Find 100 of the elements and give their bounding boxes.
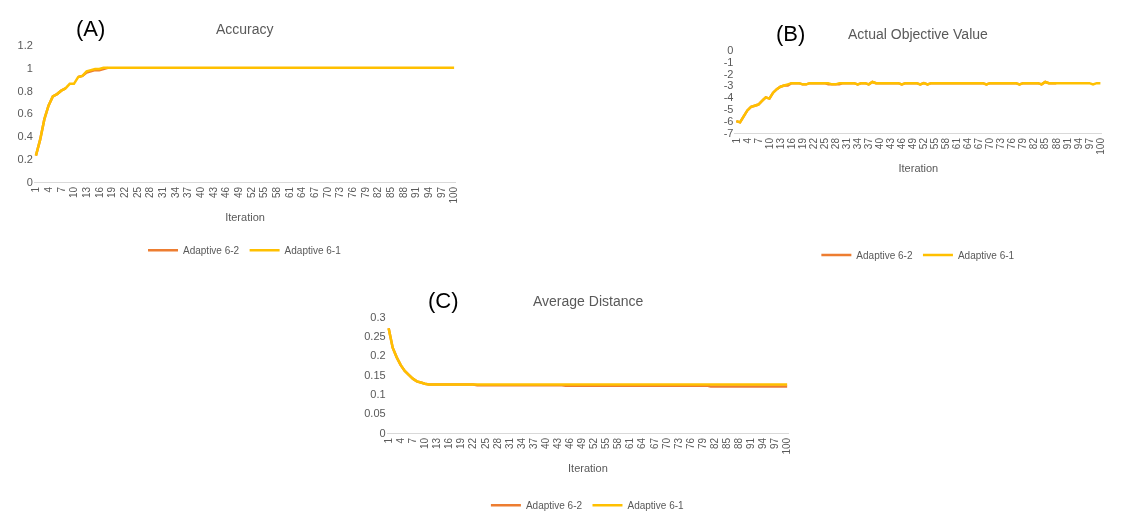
x-tick-label: 79 [1017, 137, 1029, 150]
x-tick-label: 13 [80, 186, 92, 198]
x-tick-label: 73 [995, 137, 1007, 150]
x-axis-title: Iteration [568, 461, 608, 474]
x-tick-label: 97 [1083, 137, 1095, 150]
x-tick-label: 40 [874, 137, 885, 150]
y-tick-label: 0.2 [17, 152, 33, 165]
y-tick-label: 0.6 [17, 107, 33, 120]
x-tick-label: 34 [169, 186, 181, 198]
x-tick-label: 85 [721, 437, 733, 450]
legend-label: Adaptive 6-1 [627, 500, 685, 512]
x-tick-label: 100 [781, 437, 793, 455]
x-tick-label: 4 [394, 437, 406, 444]
x-tick-label: 22 [467, 437, 479, 450]
y-tick-label: 1.2 [17, 38, 33, 51]
x-tick-label: 40 [194, 186, 206, 198]
x-tick-label: 25 [479, 437, 491, 450]
x-tick-label: 16 [93, 186, 105, 198]
x-tick-label: 46 [896, 137, 908, 150]
y-tick-label: 0.1 [370, 388, 386, 401]
x-tick-label: 43 [551, 437, 563, 450]
x-tick-label: 67 [973, 137, 985, 150]
x-tick-label: 94 [1072, 137, 1084, 150]
x-tick-label: 88 [733, 437, 745, 450]
y-tick-label: -1 [723, 55, 734, 68]
x-tick-label: 10 [68, 186, 80, 198]
y-tick-label: 0 [379, 426, 386, 439]
x-tick-label: 52 [588, 437, 600, 450]
x-tick-label: 1 [382, 437, 394, 444]
chart-title: Average Distance [533, 293, 644, 309]
x-tick-label: 16 [443, 437, 455, 450]
x-tick-label: 37 [182, 186, 194, 198]
x-tick-label: 100 [1094, 137, 1106, 155]
x-tick-label: 10 [419, 437, 431, 450]
x-tick-label: 64 [296, 186, 308, 198]
y-tick-label: -7 [723, 126, 734, 139]
x-tick-label: 43 [207, 186, 219, 198]
x-tick-label: 88 [397, 186, 409, 198]
x-tick-label: 91 [745, 437, 757, 450]
x-tick-label: 13 [431, 437, 443, 450]
x-tick-label: 25 [818, 137, 830, 150]
x-tick-label: 40 [539, 437, 551, 450]
x-tick-label: 73 [672, 437, 684, 450]
y-tick-label: 0.25 [364, 329, 386, 342]
x-tick-label: 55 [600, 437, 612, 450]
legend-label: Adaptive 6-2 [525, 500, 583, 512]
x-axis-title: Iteration [225, 210, 265, 223]
x-tick-label: 46 [220, 186, 232, 198]
text: (A) [76, 16, 106, 41]
x-tick-label: 70 [660, 437, 672, 450]
x-tick-label: 82 [372, 186, 384, 198]
x-tick-label: 22 [118, 186, 130, 198]
x-tick-label: 52 [245, 186, 257, 198]
x-tick-label: 82 [1028, 137, 1040, 150]
y-tick-label: 0.15 [364, 368, 386, 381]
y-tick-label: -3 [723, 79, 734, 92]
x-tick-label: 49 [907, 137, 919, 150]
x-tick-label: 85 [385, 186, 396, 198]
x-tick-label: 37 [862, 137, 874, 150]
x-tick-label: 7 [55, 186, 67, 193]
x-tick-label: 13 [774, 137, 786, 150]
text: (B) [776, 21, 806, 46]
x-tick-label: 43 [885, 137, 897, 150]
x-tick-label: 58 [612, 437, 624, 450]
x-tick-label: 49 [576, 437, 588, 450]
x-tick-label: 19 [106, 186, 118, 198]
x-tick-label: 31 [156, 186, 168, 198]
x-tick-label: 91 [1061, 137, 1073, 150]
x-tick-label: 25 [131, 186, 143, 198]
x-tick-label: 88 [1050, 137, 1062, 150]
x-tick-label: 70 [321, 186, 333, 198]
y-tick-label: 0.2 [370, 349, 386, 362]
y-tick-label: 0.8 [17, 84, 33, 97]
chart-title: Actual Objective Value [848, 26, 989, 42]
x-tick-label: 19 [455, 437, 467, 450]
x-tick-label: 61 [283, 186, 295, 198]
x-tick-label: 4 [741, 137, 753, 144]
x-tick-label: 67 [648, 437, 660, 450]
x-tick-label: 28 [829, 137, 841, 150]
x-tick-label: 82 [708, 437, 720, 450]
x-tick-label: 55 [929, 137, 941, 150]
x-tick-label: 31 [503, 437, 515, 450]
x-tick-label: 85 [1039, 137, 1051, 150]
x-tick-label: 64 [962, 137, 974, 150]
y-tick-label: 0.3 [370, 310, 386, 323]
legend-label: Adaptive 6-1 [957, 250, 1015, 262]
y-tick-label: 0.05 [364, 407, 386, 420]
y-tick-label: 0.4 [17, 130, 33, 143]
x-tick-label: 79 [696, 437, 708, 450]
y-tick-label: 0 [727, 43, 734, 56]
x-tick-label: 4 [42, 186, 54, 193]
x-tick-label: 91 [410, 186, 422, 198]
x-tick-label: 79 [359, 186, 371, 198]
y-tick-label: -2 [723, 67, 734, 80]
text: (C) [428, 288, 459, 313]
x-tick-label: 58 [270, 186, 282, 198]
x-tick-label: 76 [1006, 137, 1018, 150]
x-tick-label: 10 [763, 137, 775, 150]
x-tick-label: 52 [918, 137, 930, 150]
legend-label: Adaptive 6-1 [284, 245, 342, 257]
